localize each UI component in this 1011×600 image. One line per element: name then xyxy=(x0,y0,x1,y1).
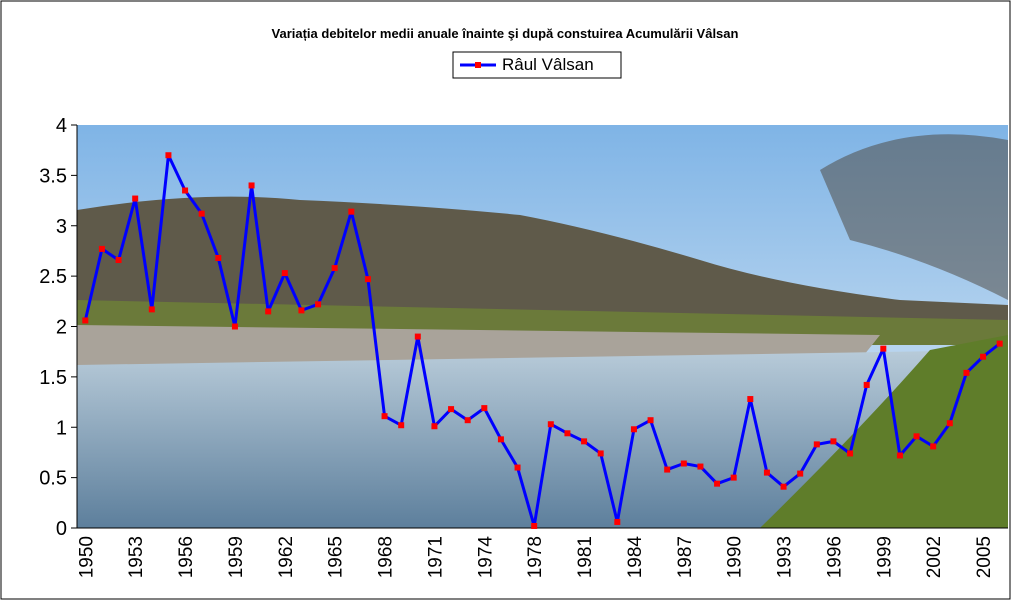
data-point xyxy=(348,208,355,215)
y-tick-label: 0.5 xyxy=(39,468,67,490)
data-point xyxy=(315,301,322,308)
data-point xyxy=(414,333,421,340)
x-tick-label: 1962 xyxy=(276,536,297,578)
legend: Râul Vâlsan xyxy=(452,51,622,79)
data-point xyxy=(82,317,89,324)
data-point xyxy=(880,345,887,352)
data-point xyxy=(497,436,504,443)
data-point xyxy=(547,421,554,428)
data-point xyxy=(847,450,854,457)
data-point xyxy=(730,474,737,481)
data-point xyxy=(647,417,654,424)
x-tick-label: 1950 xyxy=(76,536,97,578)
data-point xyxy=(996,340,1003,347)
x-tick-label: 2002 xyxy=(924,536,945,578)
x-tick-label: 1959 xyxy=(226,536,247,578)
data-point xyxy=(780,483,787,490)
data-point xyxy=(830,438,837,445)
legend-box xyxy=(452,51,622,79)
data-point xyxy=(597,450,604,457)
data-point xyxy=(364,276,371,283)
data-point xyxy=(697,463,704,470)
x-tick-label: 1974 xyxy=(475,536,496,579)
data-point xyxy=(331,265,338,272)
y-tick-label: 4 xyxy=(56,115,67,137)
data-point xyxy=(797,470,804,477)
y-tick-label: 0 xyxy=(56,518,67,540)
data-point xyxy=(248,182,255,189)
data-point xyxy=(531,522,538,529)
data-point xyxy=(231,323,238,330)
legend-marker xyxy=(475,62,481,68)
x-tick-label: 1987 xyxy=(675,536,696,578)
y-tick-label: 3.5 xyxy=(39,165,67,187)
data-point xyxy=(165,152,172,159)
x-tick-label: 1965 xyxy=(326,536,347,578)
x-tick-label: 1953 xyxy=(126,536,147,578)
data-point xyxy=(115,257,122,264)
x-tick-label: 1978 xyxy=(525,536,546,578)
y-tick-label: 2.5 xyxy=(39,266,67,288)
data-point xyxy=(863,381,870,388)
data-point xyxy=(980,353,987,360)
x-tick-label: 1996 xyxy=(824,536,845,578)
data-point xyxy=(896,452,903,459)
data-point xyxy=(98,245,105,252)
background-photo xyxy=(77,125,1008,528)
data-point xyxy=(813,441,820,448)
data-point xyxy=(581,438,588,445)
x-tick-label: 1956 xyxy=(176,536,197,578)
y-tick-label: 1.5 xyxy=(39,367,67,389)
data-point xyxy=(747,396,754,403)
data-point xyxy=(298,307,305,314)
data-point xyxy=(930,443,937,450)
data-point xyxy=(481,405,488,412)
data-point xyxy=(448,406,455,413)
x-tick-label: 1984 xyxy=(625,536,646,579)
data-point xyxy=(946,420,953,427)
data-point xyxy=(198,210,205,217)
data-point xyxy=(913,433,920,440)
x-tick-label: 1999 xyxy=(874,536,895,578)
data-point xyxy=(215,254,222,261)
data-point xyxy=(281,270,288,277)
data-point xyxy=(664,466,671,473)
data-point xyxy=(431,423,438,430)
data-point xyxy=(148,306,155,313)
data-point xyxy=(630,426,637,433)
data-point xyxy=(680,460,687,467)
legend-label: Râul Vâlsan xyxy=(502,55,594,74)
x-tick-label: 1968 xyxy=(376,536,397,578)
data-point xyxy=(763,469,770,476)
data-point xyxy=(614,518,621,525)
y-tick-label: 2 xyxy=(56,317,67,339)
data-point xyxy=(381,413,388,420)
data-point xyxy=(564,430,571,437)
y-tick-label: 3 xyxy=(56,216,67,238)
x-tick-label: 1981 xyxy=(575,536,596,578)
y-tick-label: 1 xyxy=(56,417,67,439)
data-point xyxy=(265,308,272,315)
x-tick-label: 1993 xyxy=(775,536,796,578)
x-tick-label: 1971 xyxy=(425,536,446,578)
data-point xyxy=(464,417,471,424)
data-point xyxy=(714,480,721,487)
x-tick-label: 2005 xyxy=(974,536,995,578)
chart-title: Variația debitelor medii anuale înainte … xyxy=(272,26,739,41)
x-tick-label: 1990 xyxy=(725,536,746,578)
data-point xyxy=(514,464,521,471)
data-point xyxy=(132,195,139,202)
data-point xyxy=(398,422,405,429)
data-point xyxy=(963,369,970,376)
data-point xyxy=(182,187,189,194)
